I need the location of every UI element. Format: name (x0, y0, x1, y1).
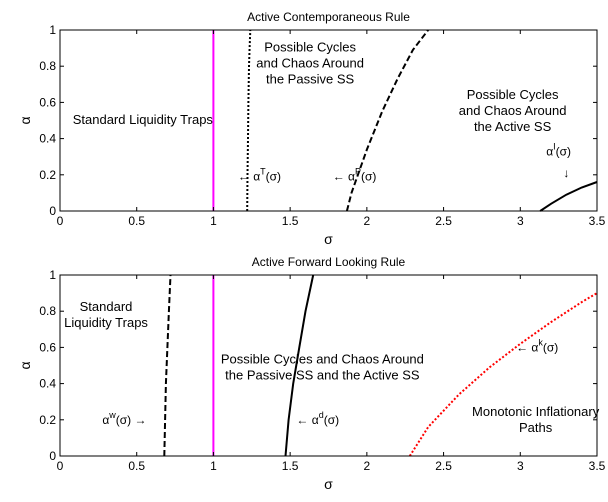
region-label: Possible Cycles and Chaos Around the Passi… (256, 40, 364, 87)
x-tick-label: 1.5 (282, 214, 299, 228)
curve-label: ← αk(σ) (516, 337, 558, 354)
region-label: Possible Cycles and Chaos Around the Activ… (459, 87, 567, 134)
y-tick-label: 0 (49, 449, 56, 463)
series-line-4 (539, 181, 598, 212)
x-axis-label: σ (324, 476, 333, 492)
series-line-3 (284, 274, 315, 457)
series-line-3 (345, 29, 429, 212)
y-tick-label: 0.8 (39, 304, 56, 318)
x-tick-label: 2.5 (435, 214, 452, 228)
region-label: Monotonic Inflationary Paths (472, 404, 600, 435)
x-tick-label: 0 (57, 459, 64, 473)
x-tick-label: 2 (364, 214, 371, 228)
x-tick-label: 2 (364, 459, 371, 473)
y-tick-label: 0.4 (39, 377, 56, 391)
series-line-2 (163, 274, 172, 457)
y-axis-label: α (17, 361, 33, 369)
curve-label: ← αd(σ) (296, 410, 339, 427)
x-tick-label: 1 (210, 214, 217, 228)
series-line-2 (246, 29, 252, 212)
y-tick-label: 0.6 (39, 95, 56, 109)
chart-panel-2: 0 0.5 1 1.5 2 2.5 3 3.5 0 0.2 0.4 0.6 0.8 1 Active For… (17, 255, 606, 492)
chart-title: Active Contemporaneous Rule (247, 10, 410, 24)
x-tick-label: 0.5 (128, 214, 145, 228)
y-tick-label: 0.6 (39, 340, 56, 354)
x-tick-label: 2.5 (435, 459, 452, 473)
plot-frame (59, 274, 598, 457)
y-tick-label: 0.2 (39, 413, 56, 427)
y-tick-label: 1 (49, 268, 56, 282)
x-tick-label: 1.5 (282, 459, 299, 473)
y-tick-label: 0.4 (39, 132, 56, 146)
x-axis-label: σ (324, 231, 333, 247)
x-tick-label: 3 (517, 459, 524, 473)
x-tick-label: 3.5 (589, 459, 606, 473)
y-tick-label: 1 (49, 23, 56, 37)
curve-label: ↓ (563, 166, 569, 180)
curve-label: αw(σ) → (102, 410, 146, 427)
chart-panel-1: 0 0.5 1 1.5 2 2.5 3 3.5 0 0.2 0.4 0.6 0.8 1 Active Con… (17, 10, 606, 247)
series-line-4 (408, 292, 598, 457)
x-tick-label: 3.5 (589, 214, 606, 228)
x-tick-label: 0 (57, 214, 64, 228)
x-tick-label: 0.5 (128, 459, 145, 473)
curve-label: ← αT(σ) (238, 167, 281, 184)
chart-title: Active Forward Looking Rule (252, 255, 406, 269)
region-label: Standard Liquidity Traps (73, 112, 214, 127)
y-axis-label: α (17, 116, 33, 124)
region-label: Standard Liquidity Traps (64, 299, 148, 330)
x-tick-label: 3 (517, 214, 524, 228)
curve-label: ← αP(σ) (333, 167, 377, 184)
plot-frame (59, 29, 598, 212)
x-tick-label: 1 (210, 459, 217, 473)
y-tick-label: 0 (49, 204, 56, 218)
curve-label: αI(σ) (546, 141, 571, 158)
region-label: Possible Cycles and Chaos Around the Pass… (221, 352, 424, 383)
y-tick-label: 0.2 (39, 168, 56, 182)
y-tick-label: 0.8 (39, 59, 56, 73)
